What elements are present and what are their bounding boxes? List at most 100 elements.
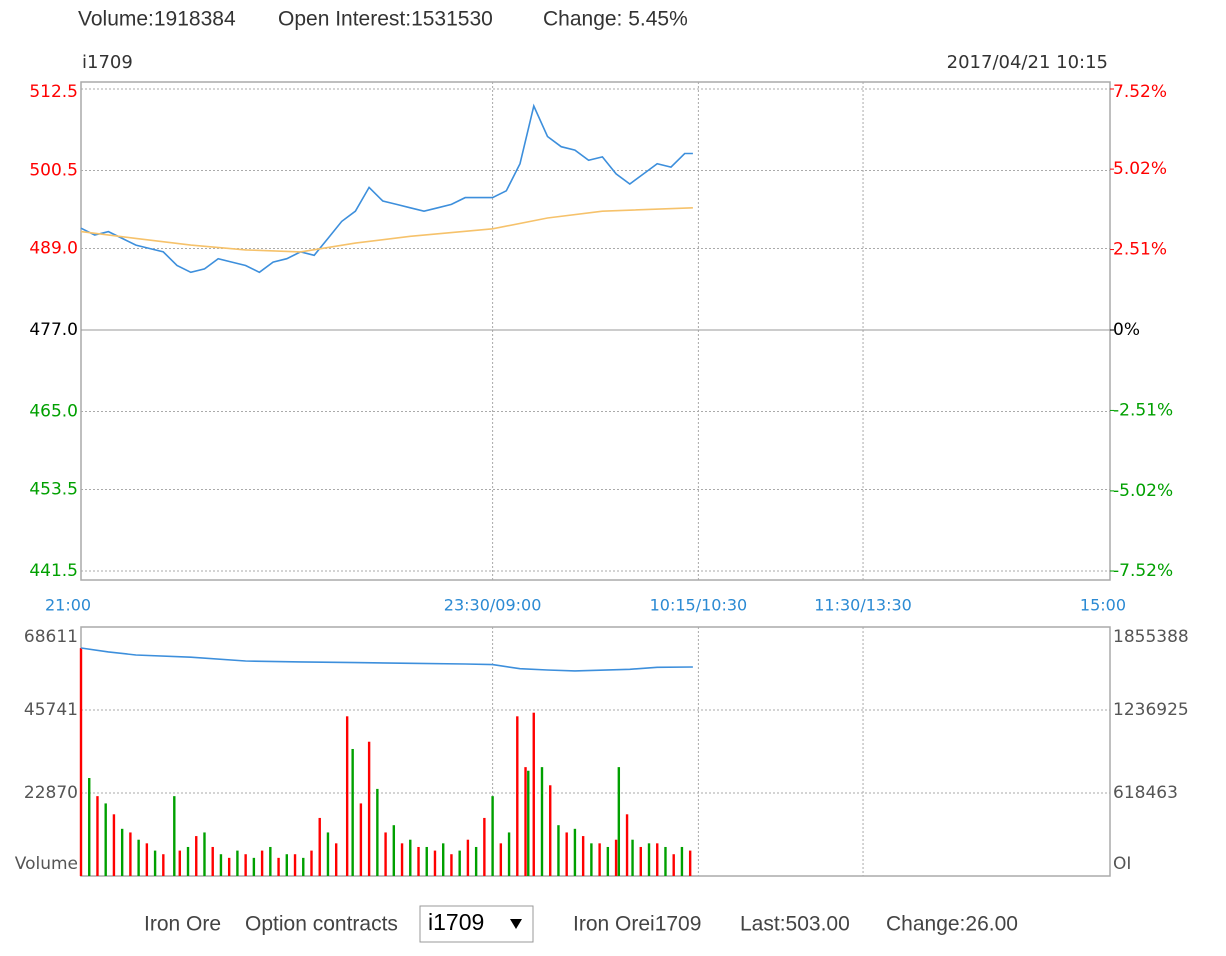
volume-bar bbox=[614, 839, 618, 876]
header-open-interest: Open Interest:1531530 bbox=[278, 8, 493, 31]
volume-bar bbox=[625, 814, 629, 876]
volume-bar bbox=[285, 854, 288, 876]
volume-bar bbox=[565, 832, 568, 876]
volume-bar bbox=[688, 850, 692, 876]
x-tick-label: 10:15/10:30 bbox=[650, 596, 748, 615]
volume-bar bbox=[345, 716, 349, 876]
volume-bar bbox=[302, 857, 305, 876]
volume-bar bbox=[606, 846, 610, 876]
volume-bar bbox=[532, 712, 535, 876]
volume-bar bbox=[318, 817, 321, 876]
volume-bar bbox=[425, 846, 428, 876]
volume-bar bbox=[507, 832, 511, 876]
select-arrow[interactable] bbox=[510, 919, 522, 929]
volume-bar bbox=[639, 846, 642, 876]
volume-bar bbox=[656, 843, 659, 876]
volume-bar bbox=[310, 850, 313, 876]
product: Iron Ore bbox=[144, 913, 221, 936]
volume-bar bbox=[376, 788, 379, 876]
select-value[interactable]: i1709 bbox=[428, 909, 484, 935]
volume-bar bbox=[524, 767, 527, 876]
price-line bbox=[80, 207, 693, 253]
volume-bar bbox=[573, 828, 577, 876]
volume-bar bbox=[499, 843, 503, 876]
y-tick-label: 68611 bbox=[24, 627, 78, 647]
volume-bar bbox=[293, 854, 297, 876]
volume-bar bbox=[491, 796, 494, 876]
volume-bar bbox=[417, 846, 420, 876]
volume-bar bbox=[527, 770, 530, 876]
contract-select[interactable]: i1709 bbox=[419, 905, 534, 943]
volume-bar bbox=[598, 843, 601, 876]
datetime: 2017/04/21 10:15 bbox=[947, 52, 1108, 73]
volume-bar bbox=[549, 785, 552, 876]
oi-line bbox=[80, 647, 693, 672]
y-tick-label: 500.5 bbox=[29, 160, 78, 180]
volume-bar bbox=[458, 850, 461, 876]
volume-bar bbox=[392, 825, 396, 876]
volume-bar bbox=[351, 748, 354, 876]
x-tick-label: 21:00 bbox=[45, 596, 91, 615]
y-axis-label: Volume bbox=[15, 854, 78, 874]
x-tick-label: 11:30/13:30 bbox=[814, 596, 912, 615]
footer-change: Change:26.00 bbox=[886, 913, 1018, 936]
y2-tick-label: 2.51% bbox=[1113, 240, 1167, 260]
y2-tick-label: 1236925 bbox=[1113, 700, 1189, 720]
volume-bar bbox=[672, 854, 675, 876]
y2-tick-label: 5.02% bbox=[1113, 159, 1167, 179]
volume-bar bbox=[409, 839, 412, 876]
volume-bar bbox=[540, 767, 544, 876]
x-tick-label: 23:30/09:00 bbox=[444, 596, 542, 615]
volume-bar bbox=[153, 850, 157, 876]
plot-frame bbox=[80, 81, 1111, 581]
y-tick-label: 477.0 bbox=[29, 320, 78, 340]
volume-bar bbox=[277, 857, 280, 876]
volume-bar bbox=[129, 832, 132, 876]
footer-last: Last:503.00 bbox=[740, 913, 850, 936]
volume-bar bbox=[631, 839, 634, 876]
y2-tick-label: 0% bbox=[1113, 320, 1140, 340]
volume-bar bbox=[466, 839, 470, 876]
volume-bar bbox=[96, 796, 99, 876]
symbol: i1709 bbox=[82, 52, 133, 73]
volume-bar bbox=[384, 832, 387, 876]
volume-bar bbox=[203, 832, 206, 876]
volume-bar bbox=[211, 846, 214, 876]
y2-tick-label: 618463 bbox=[1113, 783, 1178, 803]
volume-bar bbox=[326, 832, 330, 876]
header-change: Change: 5.45% bbox=[543, 8, 688, 31]
volume-bar bbox=[252, 857, 256, 876]
y2-tick-label: 7.52% bbox=[1113, 82, 1167, 102]
y-tick-label: 512.5 bbox=[29, 82, 78, 102]
volume-bar bbox=[236, 850, 239, 876]
volume-bar bbox=[334, 843, 338, 876]
volume-bar bbox=[442, 843, 445, 876]
y2-tick-label: -7.52% bbox=[1113, 561, 1173, 581]
volume-bar bbox=[483, 817, 486, 876]
volume-bar bbox=[186, 846, 190, 876]
volume-bar bbox=[104, 803, 107, 876]
volume-bar bbox=[400, 843, 404, 876]
volume-bar bbox=[145, 843, 149, 876]
volume-bar bbox=[581, 836, 585, 876]
volume-bar bbox=[112, 814, 116, 876]
volume-bar bbox=[269, 846, 272, 876]
y2-tick-label: -2.51% bbox=[1113, 400, 1173, 420]
y-tick-label: 22870 bbox=[24, 783, 78, 803]
volume-bar bbox=[178, 850, 181, 876]
header-volume: Volume:1918384 bbox=[78, 8, 236, 31]
volume-bar bbox=[227, 857, 231, 876]
x-tick-label: 15:00 bbox=[1080, 596, 1126, 615]
volume-bar bbox=[79, 648, 83, 876]
volume-bar bbox=[450, 854, 453, 876]
volume-bar bbox=[137, 839, 140, 876]
volume-bar bbox=[474, 846, 478, 876]
volume-bar bbox=[557, 825, 560, 876]
y2-axis-label: OI bbox=[1113, 854, 1131, 874]
y-tick-label: 453.5 bbox=[29, 480, 78, 500]
footer-name: Iron Orei1709 bbox=[573, 913, 701, 936]
volume-bar bbox=[590, 843, 593, 876]
volume-bar bbox=[367, 741, 371, 876]
